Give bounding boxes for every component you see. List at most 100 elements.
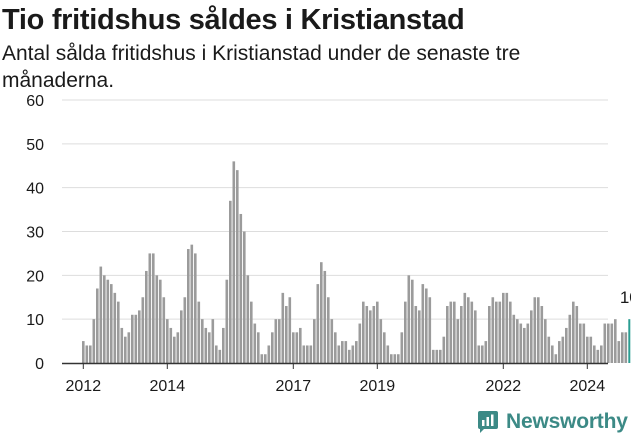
y-tick-label: 30 [26,225,44,242]
bar [113,292,117,363]
bar [330,319,334,363]
bar [267,345,271,363]
bar [131,314,134,363]
bar [453,301,456,363]
x-tick-label: 2014 [150,378,186,395]
bar [488,306,491,363]
bar [145,270,148,363]
bar [313,319,316,363]
bar [516,319,519,363]
bar [260,354,264,363]
bar [617,341,621,363]
bar [558,341,561,363]
chart-title: Tio fritidshus såldes i Kristianstad [2,4,465,36]
bar [299,327,302,363]
bar [369,310,372,363]
y-tick-label: 0 [35,356,44,373]
bar [481,345,484,363]
bar [239,213,243,363]
bar [355,341,358,363]
x-tick-label: 2012 [66,378,102,395]
bar [232,161,236,363]
bar [407,275,411,363]
bar [442,336,446,363]
bar [470,301,474,363]
bar [274,319,278,363]
bar [502,292,505,363]
bar [316,284,320,363]
bar [603,323,607,363]
x-tick-label: 2017 [276,378,312,395]
bar [348,349,351,363]
bar [505,292,509,363]
bar [138,310,141,363]
bar [467,297,470,363]
x-tick-label: 2022 [486,378,522,395]
bar [372,306,376,363]
bar [600,345,603,363]
bar [509,301,512,363]
x-tick-label: 2019 [360,378,396,395]
bar [533,297,537,363]
bar [344,341,348,363]
bar [155,275,159,363]
bar [341,341,344,363]
bar [519,323,523,363]
bar-chart-logo-icon [478,411,498,433]
bar [264,354,267,363]
bar [288,297,292,363]
bar [425,288,428,363]
bar [183,297,187,363]
bar [271,332,274,363]
bar [593,345,596,363]
bar [334,332,337,363]
bar [152,253,155,363]
bar [306,345,309,363]
bar [586,336,589,363]
bar [173,336,176,363]
bar [397,354,400,363]
bar [124,336,127,363]
y-tick-label: 50 [26,137,44,154]
bar [215,345,218,363]
bar [295,332,299,363]
bar [117,301,120,363]
bar [127,332,131,363]
bar [418,310,421,363]
chart-subtitle: Antal sålda fritidshus i Kristianstad un… [2,42,521,92]
bar [526,323,530,363]
bar [292,332,295,363]
annotations: 10 [620,288,631,307]
bar [110,284,113,363]
y-tick-label: 10 [26,312,44,329]
bar [278,319,281,363]
bar [169,327,173,363]
bar [607,323,610,363]
bar [327,297,330,363]
bar [285,306,288,363]
bar [435,349,439,363]
bar [411,279,414,363]
bar [337,345,341,363]
bar [456,319,460,363]
bar [386,345,390,363]
bar [421,284,425,363]
bars [82,161,631,363]
bar [236,170,239,363]
bar [194,253,197,363]
bar [463,292,467,363]
bar [414,306,418,363]
bar [201,319,204,363]
bar [404,301,407,363]
bar [572,301,575,363]
bar [596,349,600,363]
bar [589,336,593,363]
bar [390,354,393,363]
bar [582,323,586,363]
bar [621,332,624,363]
bar [495,301,498,363]
bar [575,306,579,363]
y-tick-label: 20 [26,268,44,285]
bar [362,301,365,363]
